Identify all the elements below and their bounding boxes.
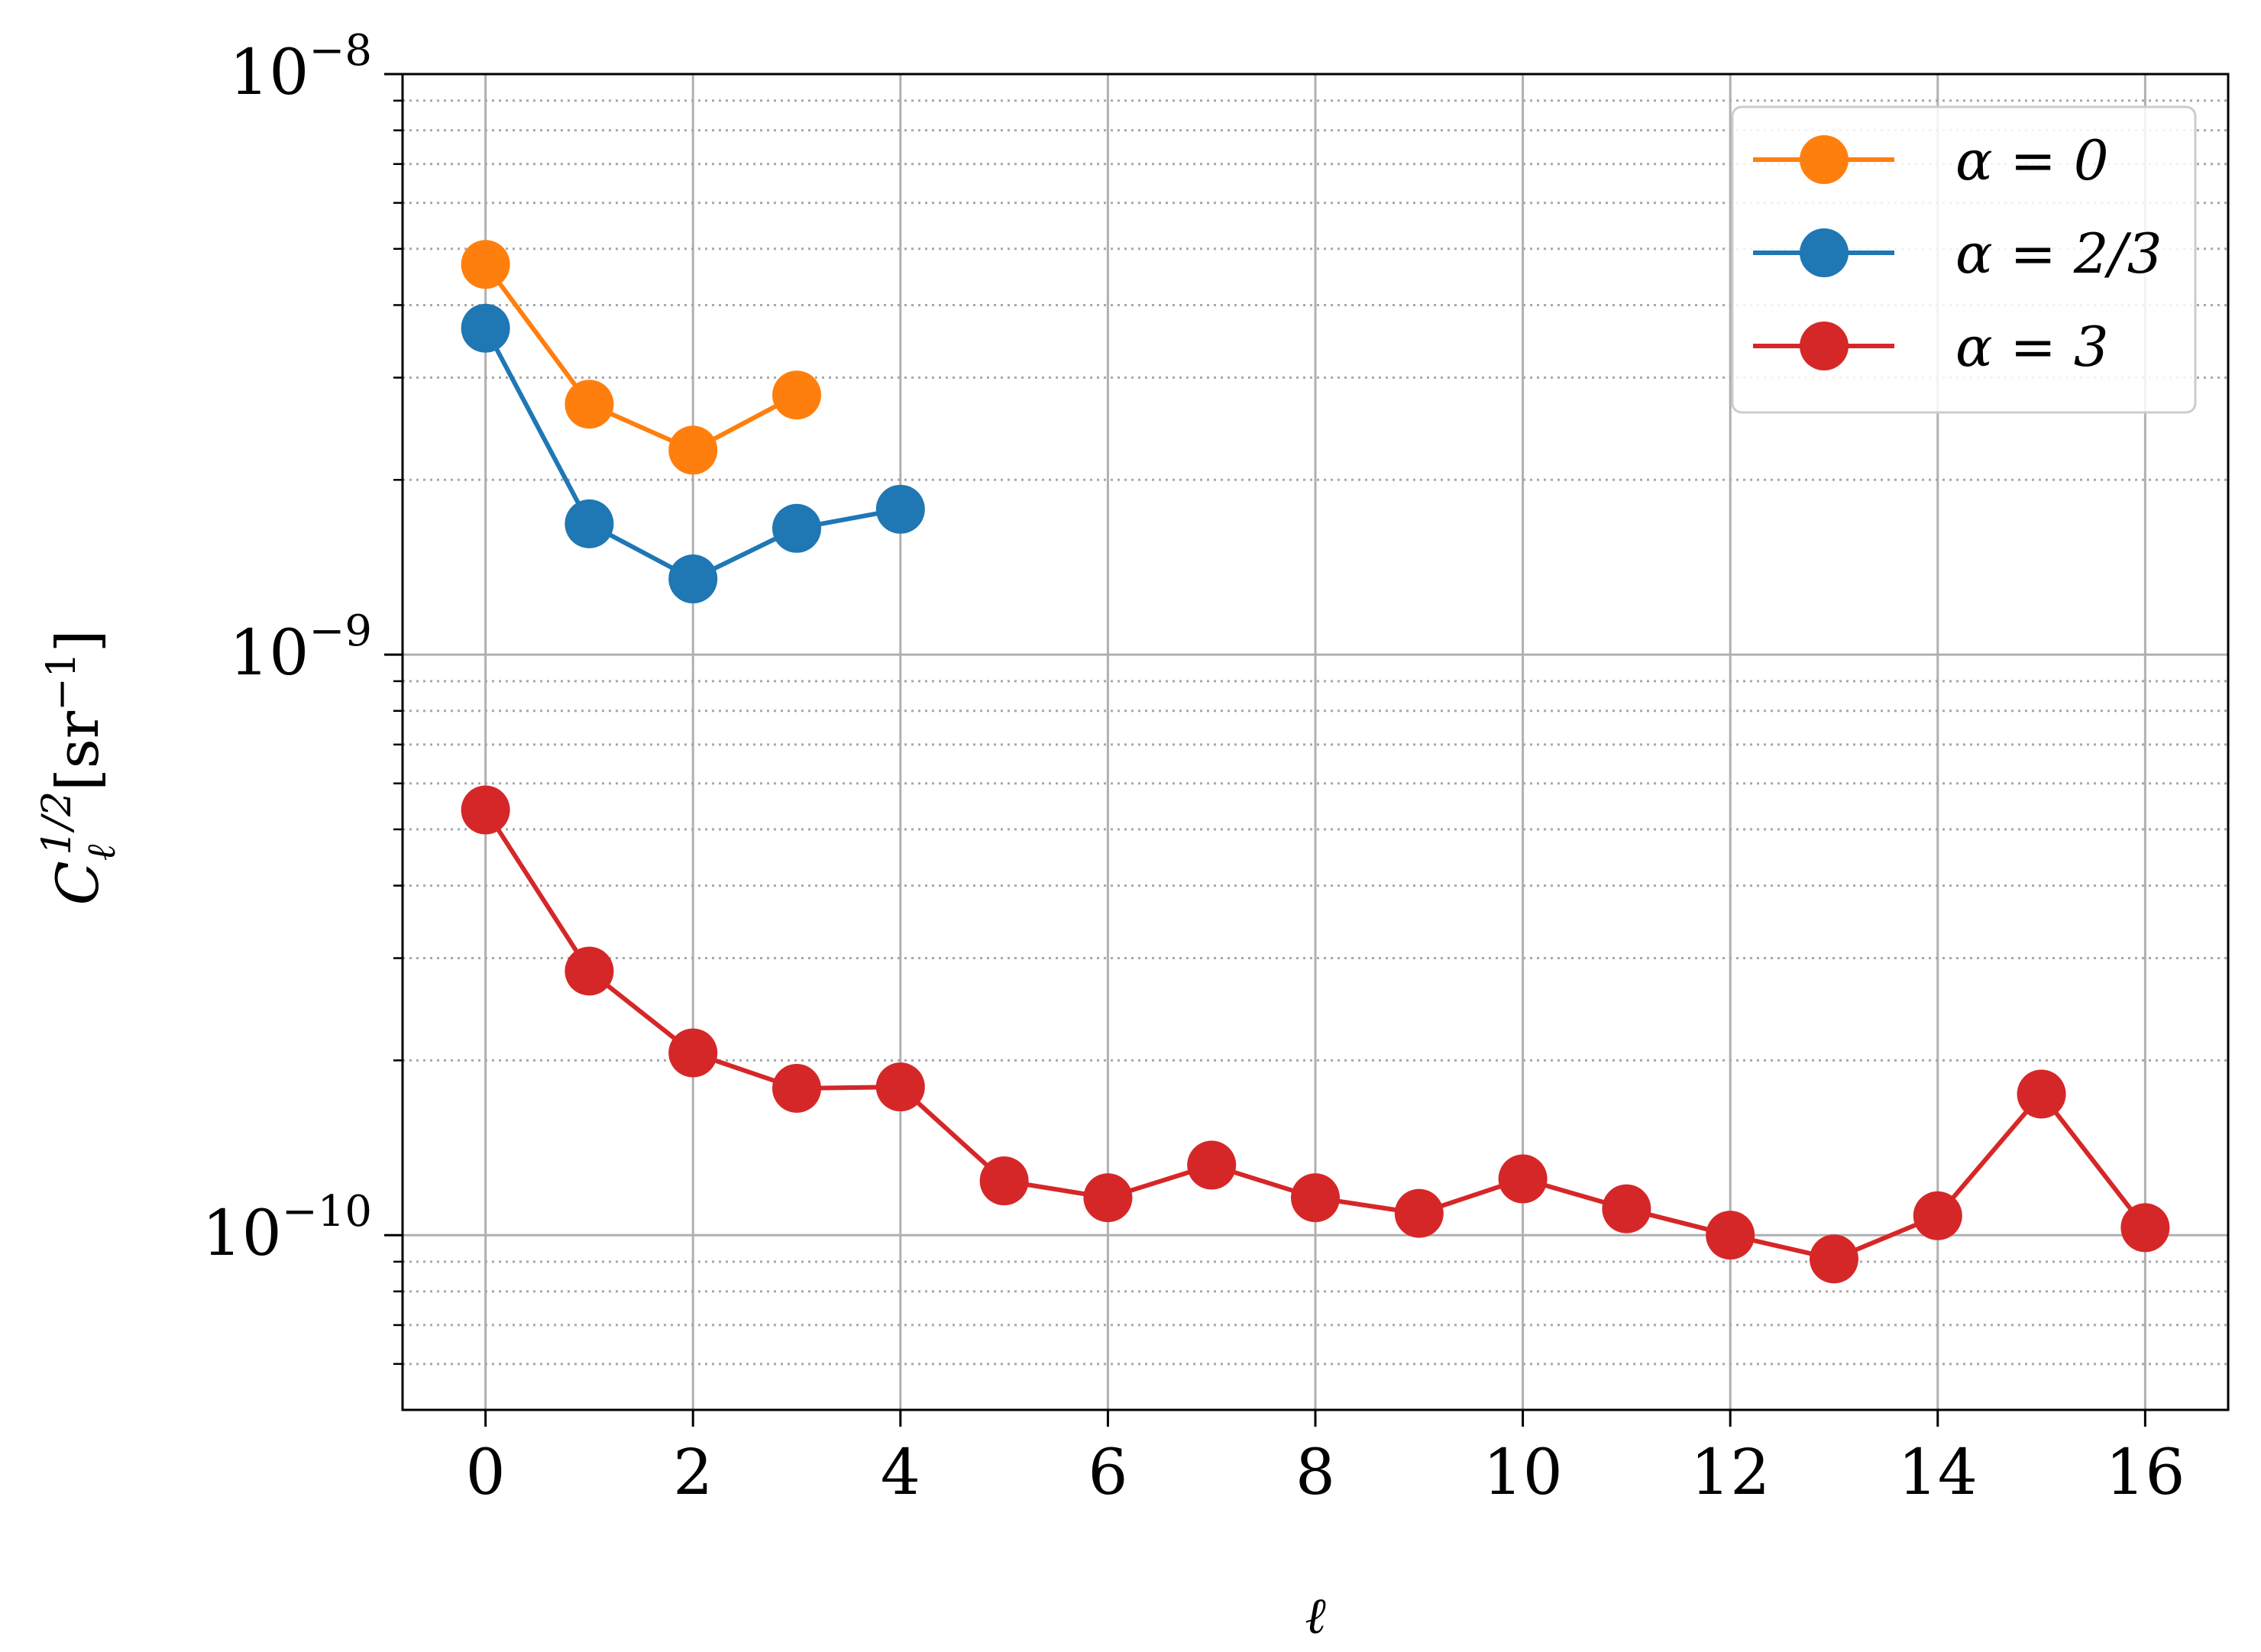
- x-tick-label: 6: [1088, 1437, 1127, 1509]
- data-point: [668, 1028, 718, 1078]
- y-axis-title-unit: [sr: [44, 710, 112, 791]
- data-point: [1706, 1211, 1755, 1260]
- data-point: [1498, 1154, 1548, 1204]
- y-tick-label: 10−8: [229, 26, 372, 109]
- legend-marker: [1800, 322, 1849, 370]
- data-point: [2120, 1203, 2170, 1253]
- x-axis-title: ℓ: [1305, 1586, 1326, 1645]
- x-tick-label: 12: [1690, 1437, 1770, 1509]
- x-tick-label: 14: [1898, 1437, 1978, 1509]
- data-point: [772, 503, 822, 553]
- y-axis-title-symbol: C: [44, 861, 112, 905]
- series-0: [461, 240, 822, 475]
- legend: α = 0 α = 2/3 α = 3: [1731, 105, 2197, 414]
- data-point: [1083, 1173, 1133, 1223]
- data-point: [1187, 1140, 1237, 1190]
- y-tick-label: 10−9: [229, 606, 372, 690]
- legend-entry: α = 2/3: [1753, 221, 2162, 286]
- data-point: [875, 1062, 925, 1112]
- y-tick-label-exponent: −8: [309, 26, 372, 76]
- data-point: [1913, 1191, 1962, 1240]
- legend-entry: α = 0: [1753, 128, 2109, 192]
- y-axis-title-unit-superscript: −1: [39, 652, 85, 711]
- x-tick-label: 2: [673, 1437, 713, 1509]
- y-tick-label-base: 10: [229, 37, 309, 109]
- data-point: [668, 554, 718, 604]
- x-tick-label: 0: [466, 1437, 506, 1509]
- data-point: [772, 370, 822, 420]
- legend-label: α = 3: [1955, 315, 2109, 379]
- legend-marker: [1800, 228, 1849, 277]
- y-axis-title-superscript: 1/2: [34, 791, 80, 855]
- legend-label: α = 0: [1955, 128, 2109, 192]
- series-1: [461, 303, 925, 604]
- data-point: [564, 946, 614, 996]
- y-tick-label-exponent: −10: [282, 1187, 372, 1237]
- series-line: [484, 263, 798, 453]
- data-point: [564, 499, 614, 548]
- data-point: [461, 303, 510, 353]
- data-point: [1291, 1173, 1340, 1223]
- data-point: [1602, 1184, 1651, 1233]
- data-point: [2017, 1069, 2066, 1119]
- data-point: [979, 1156, 1029, 1206]
- legend-marker: [1800, 135, 1849, 184]
- data-point: [461, 785, 510, 835]
- y-tick-label-base: 10: [229, 617, 309, 690]
- x-tick-label: 10: [1483, 1437, 1562, 1509]
- legend-frame: [1731, 105, 2197, 414]
- data-point: [1809, 1234, 1858, 1284]
- data-point: [1394, 1188, 1444, 1238]
- data-point: [668, 425, 718, 475]
- ticks: [384, 73, 2146, 1427]
- y-axis-title-unit-close: ]: [44, 630, 112, 653]
- x-tick-label: 16: [2105, 1437, 2185, 1509]
- y-axis-title: Cℓ1/2[sr−1]: [34, 630, 125, 906]
- x-tick-label: 4: [881, 1437, 920, 1509]
- legend-label: α = 2/3: [1955, 221, 2162, 286]
- data-point: [772, 1063, 822, 1113]
- y-tick-label-base: 10: [202, 1198, 281, 1270]
- series-layer: [461, 240, 2170, 1284]
- data-point: [875, 484, 925, 534]
- y-tick-label-exponent: −9: [309, 606, 372, 656]
- x-tick-label: 8: [1295, 1437, 1335, 1509]
- y-tick-label: 10−10: [202, 1187, 372, 1270]
- data-point: [461, 240, 510, 289]
- series-2: [461, 785, 2170, 1284]
- legend-entry: α = 3: [1753, 315, 2109, 379]
- y-axis-title-subscript: ℓ: [79, 844, 125, 861]
- data-point: [564, 380, 614, 429]
